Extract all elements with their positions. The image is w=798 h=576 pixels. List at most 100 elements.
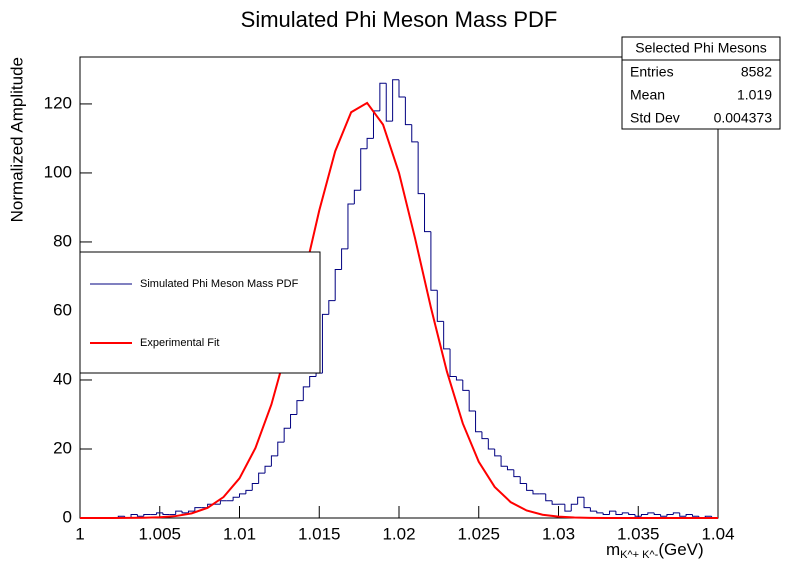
stats-box bbox=[621, 36, 781, 130]
legend-box bbox=[79, 251, 321, 374]
histogram-bin bbox=[424, 193, 431, 233]
histogram-bin bbox=[245, 489, 253, 494]
stats-value: 8582 bbox=[741, 64, 772, 80]
histogram-bin bbox=[315, 372, 323, 377]
histogram-bin bbox=[602, 512, 610, 516]
legend-label: Simulated Phi Meson Mass PDF bbox=[140, 278, 299, 290]
histogram-bin bbox=[519, 476, 527, 484]
histogram-bin bbox=[411, 124, 419, 143]
histogram-bin bbox=[609, 510, 616, 515]
histogram-bin bbox=[660, 514, 667, 517]
stats-title: Selected Phi Mesons bbox=[635, 40, 767, 56]
histogram-bin bbox=[194, 507, 202, 512]
histogram-bin bbox=[513, 469, 521, 478]
histogram-bin bbox=[666, 514, 674, 517]
histogram-bin bbox=[481, 431, 489, 440]
histogram-bin bbox=[685, 514, 693, 517]
histogram-bin bbox=[494, 448, 502, 457]
histogram-bin bbox=[596, 511, 604, 514]
x-tick-label: 1.03 bbox=[542, 524, 575, 543]
histogram-bin bbox=[640, 514, 648, 517]
stats-label: Std Dev bbox=[630, 110, 680, 126]
histogram-bin bbox=[628, 512, 636, 516]
histogram-bin bbox=[366, 137, 374, 149]
histogram-bin bbox=[691, 514, 699, 517]
histogram-bin bbox=[551, 500, 559, 505]
histogram-bin bbox=[136, 514, 144, 517]
histogram-bin bbox=[417, 141, 425, 195]
histogram-bin bbox=[302, 386, 310, 401]
histogram-bin bbox=[404, 97, 412, 126]
histogram-bin bbox=[187, 510, 195, 513]
histogram-bin bbox=[334, 269, 342, 301]
x-tick-label: 1.025 bbox=[457, 524, 500, 543]
stats-label: Mean bbox=[630, 87, 665, 103]
histogram-bin bbox=[526, 483, 533, 491]
histogram-bin bbox=[475, 411, 482, 433]
y-tick-label: 40 bbox=[53, 369, 72, 388]
histogram-bin bbox=[277, 441, 285, 456]
x-tick-label: 1.04 bbox=[701, 524, 734, 543]
y-tick-label: 20 bbox=[53, 438, 72, 457]
histogram-bin bbox=[328, 300, 336, 315]
histogram-bin bbox=[577, 496, 585, 505]
histogram-bin bbox=[679, 512, 687, 517]
stats-label: Entries bbox=[630, 64, 674, 80]
histogram-bin bbox=[156, 512, 163, 515]
histogram-bin bbox=[449, 348, 457, 378]
histogram-bin bbox=[455, 376, 463, 381]
x-label-subscript: K^+ K^- bbox=[620, 549, 658, 561]
histogram-bin bbox=[353, 189, 361, 204]
chart-title: Simulated Phi Meson Mass PDF bbox=[241, 7, 558, 32]
histogram-bin bbox=[321, 313, 329, 374]
histogram-bin bbox=[143, 514, 151, 517]
histogram-bin bbox=[258, 472, 266, 484]
histogram-bin bbox=[653, 512, 661, 516]
histogram-bin bbox=[634, 514, 642, 517]
histogram-bin bbox=[309, 376, 317, 387]
x-tick-label: 1 bbox=[75, 524, 84, 543]
histogram-bin bbox=[672, 512, 680, 515]
x-tick-label: 1.035 bbox=[617, 524, 660, 543]
x-tick-label: 1.02 bbox=[382, 524, 415, 543]
histogram-bin bbox=[385, 83, 393, 122]
x-label-unit: (GeV) bbox=[658, 540, 703, 559]
histogram-bin bbox=[270, 455, 278, 467]
histogram-bin bbox=[347, 203, 355, 249]
histogram-bin bbox=[379, 82, 387, 111]
x-tick-label: 1.01 bbox=[223, 524, 256, 543]
histogram-bin bbox=[283, 427, 291, 443]
fit-curve bbox=[80, 101, 718, 519]
histogram-bin bbox=[583, 497, 591, 509]
x-label-main: m bbox=[606, 540, 620, 559]
x-tick-label: 1.015 bbox=[298, 524, 341, 543]
histogram-bin bbox=[251, 482, 259, 491]
histogram-bin bbox=[500, 455, 508, 467]
histogram-bin bbox=[341, 248, 348, 270]
histogram-bin bbox=[232, 496, 240, 501]
histogram-bin bbox=[290, 413, 297, 429]
histogram-bin bbox=[181, 511, 189, 514]
y-tick-label: 80 bbox=[53, 231, 72, 250]
histogram-bin bbox=[545, 493, 553, 502]
histogram-bin bbox=[443, 321, 451, 350]
legend-label: Experimental Fit bbox=[140, 337, 219, 349]
histogram-bin bbox=[130, 514, 138, 518]
y-axis-label: Normalized Amplitude bbox=[7, 57, 26, 222]
histogram-bin bbox=[162, 512, 170, 516]
histogram-bin bbox=[398, 79, 406, 98]
histogram-bin bbox=[564, 504, 572, 512]
stats-value: 1.019 bbox=[737, 87, 772, 103]
histogram-bin bbox=[264, 465, 272, 474]
y-tick-label: 60 bbox=[53, 300, 72, 319]
histogram-bin bbox=[615, 511, 623, 516]
histogram-bin bbox=[589, 507, 597, 512]
histogram-bin bbox=[219, 500, 227, 505]
x-tick-label: 1.005 bbox=[138, 524, 181, 543]
histogram-bin bbox=[468, 390, 476, 412]
histogram-bin bbox=[430, 231, 438, 291]
y-tick-label: 0 bbox=[63, 507, 72, 526]
histogram-bin bbox=[570, 503, 578, 512]
histogram-bin bbox=[487, 438, 495, 450]
